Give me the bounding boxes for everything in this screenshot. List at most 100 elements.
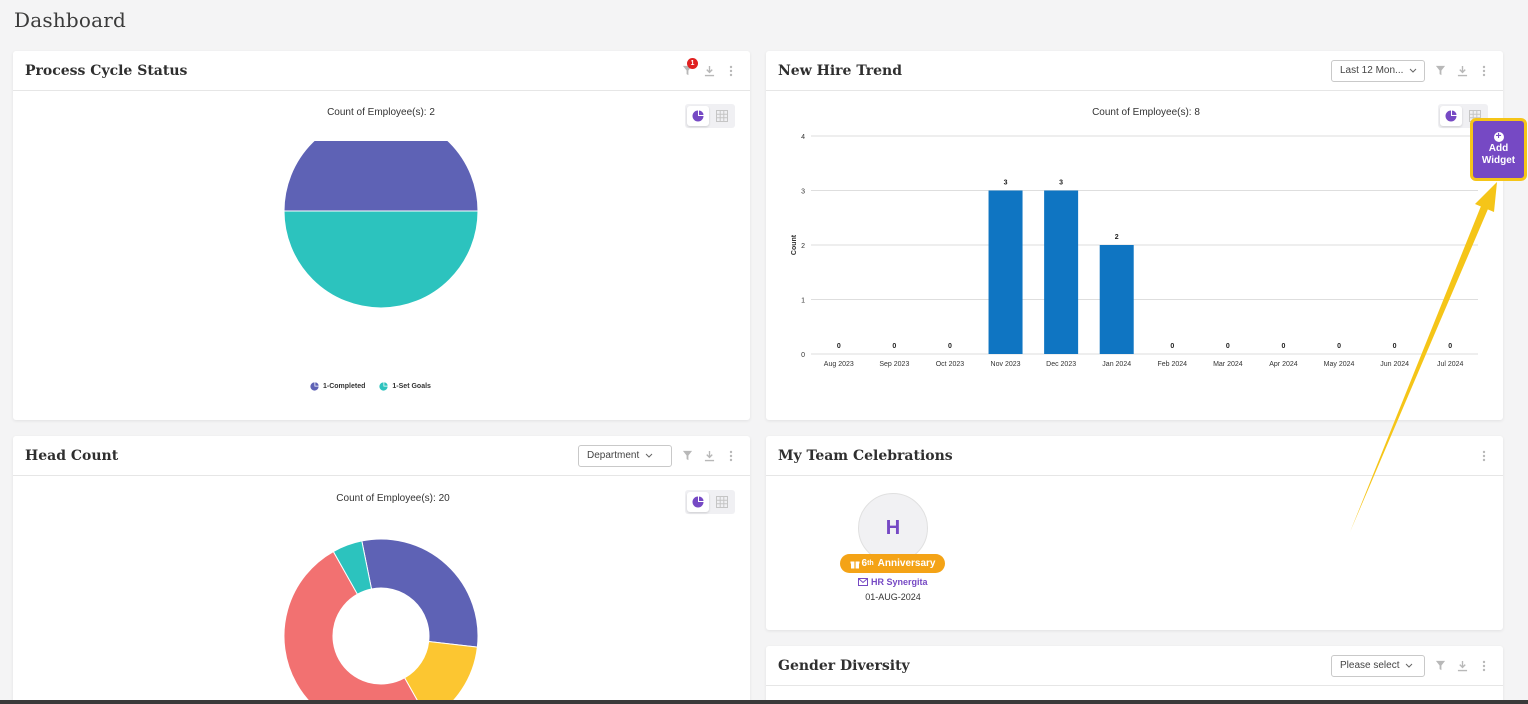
data-label: 0 <box>1282 343 1286 350</box>
chevron-down-icon <box>1410 68 1417 73</box>
pie-slice <box>283 210 479 309</box>
legend-label: 1-Set Goals <box>392 383 431 390</box>
data-label: 3 <box>1004 180 1008 187</box>
chevron-down-icon <box>645 453 653 458</box>
process-cycle-pie-chart <box>283 141 479 309</box>
card-title: New Hire Trend <box>778 62 902 79</box>
data-label: 0 <box>1448 343 1452 350</box>
data-label: 0 <box>1393 343 1397 350</box>
download-icon[interactable] <box>702 63 716 79</box>
x-tick-label: Sep 2023 <box>879 361 909 368</box>
pie-view-button[interactable] <box>1440 106 1462 126</box>
y-tick-label: 2 <box>801 243 805 250</box>
data-label: 0 <box>1170 343 1174 350</box>
legend-pie-icon <box>310 382 319 391</box>
x-tick-label: Apr 2024 <box>1269 361 1298 368</box>
person-name-link[interactable]: HR Synergita <box>826 577 960 587</box>
donut-slice <box>403 640 478 704</box>
data-label: 0 <box>1337 343 1341 350</box>
card-header: Gender Diversity Please select <box>766 646 1503 686</box>
chart-view-toggle <box>1438 104 1488 128</box>
more-options-icon[interactable] <box>1477 63 1491 79</box>
head-count-donut-chart <box>283 538 479 704</box>
pie-slice <box>283 141 479 212</box>
data-label: 2 <box>1115 234 1119 241</box>
more-options-icon[interactable] <box>1477 658 1491 674</box>
gender-select[interactable]: Please select <box>1331 654 1425 677</box>
count-label: Count of Employee(s): 2 <box>327 107 435 118</box>
y-axis-label: Count <box>791 234 798 255</box>
pie-view-button[interactable] <box>687 106 709 126</box>
table-view-button[interactable] <box>711 106 733 126</box>
card-header: Process Cycle Status 1 <box>13 51 750 91</box>
donut-slice <box>361 538 479 648</box>
more-options-icon[interactable] <box>724 448 738 464</box>
data-label: 0 <box>1226 343 1230 350</box>
chart-view-toggle <box>685 104 735 128</box>
legend-label: 1-Completed <box>323 383 366 390</box>
count-label: Count of Employee(s): 20 <box>336 493 450 504</box>
table-view-button[interactable] <box>711 492 733 512</box>
period-select-value: Last 12 Mon... <box>1340 65 1404 76</box>
chevron-down-icon <box>1406 663 1413 668</box>
card-title: Head Count <box>25 447 119 464</box>
chart-legend: 1-Completed 1-Set Goals <box>310 382 431 391</box>
donut-slice <box>283 550 420 704</box>
card-header: New Hire Trend Last 12 Mon... <box>766 51 1503 91</box>
x-tick-label: Mar 2024 <box>1213 361 1243 368</box>
y-tick-label: 4 <box>801 134 805 141</box>
x-tick-label: Nov 2023 <box>991 361 1021 368</box>
filter-icon[interactable] <box>1433 63 1447 79</box>
legend-item-completed[interactable]: 1-Completed <box>310 382 365 391</box>
head-count-card: Head Count Department Count of Employee(… <box>13 436 750 704</box>
x-tick-label: Jun 2024 <box>1380 361 1409 368</box>
filter-icon[interactable] <box>1433 658 1447 674</box>
y-tick-label: 1 <box>801 298 805 305</box>
download-icon[interactable] <box>702 448 716 464</box>
bar <box>1099 245 1134 354</box>
celebration-date: 01-AUG-2024 <box>865 592 921 602</box>
card-header: Head Count Department <box>13 436 750 476</box>
gift-icon <box>850 561 859 568</box>
group-by-select-value: Department <box>587 450 640 461</box>
bottom-bar <box>0 700 1528 704</box>
x-tick-label: Feb 2024 <box>1157 361 1187 368</box>
gender-diversity-card: Gender Diversity Please select <box>766 646 1503 704</box>
filter-icon[interactable] <box>680 448 694 464</box>
avatar[interactable]: H <box>858 493 928 563</box>
new-hire-trend-card: New Hire Trend Last 12 Mon... Count of E… <box>766 51 1503 420</box>
filter-badge: 1 <box>687 57 698 69</box>
donut-slice <box>332 540 373 595</box>
add-widget-button[interactable]: + Add Widget <box>1470 118 1527 181</box>
group-by-select[interactable]: Department <box>578 444 672 467</box>
add-widget-label: Add Widget <box>1481 143 1516 166</box>
card-header: My Team Celebrations <box>766 436 1503 476</box>
anniversary-label: Anniversary <box>877 558 936 569</box>
download-icon[interactable] <box>1455 63 1469 79</box>
x-tick-label: Oct 2023 <box>936 361 965 368</box>
more-options-icon[interactable] <box>1477 448 1491 464</box>
anniversary-suffix: th <box>867 560 874 567</box>
card-title: My Team Celebrations <box>778 447 953 464</box>
process-cycle-card: Process Cycle Status 1 Count of Employee… <box>13 51 750 420</box>
card-title: Gender Diversity <box>778 657 910 674</box>
mail-icon <box>858 578 869 586</box>
pie-view-button[interactable] <box>687 492 709 512</box>
new-hire-bar-chart: 0 1 2 3 4 Count 0 Aug 2023 0 Sep 2023 0 Oct 2023 3 No… <box>791 134 1478 368</box>
anniversary-number: 6 <box>861 558 868 569</box>
filter-icon[interactable]: 1 <box>680 57 698 79</box>
more-options-icon[interactable] <box>724 63 738 79</box>
x-tick-label: Aug 2023 <box>824 361 854 368</box>
period-select[interactable]: Last 12 Mon... <box>1331 59 1425 82</box>
chart-view-toggle <box>685 490 735 514</box>
count-label: Count of Employee(s): 8 <box>1092 107 1200 118</box>
plus-icon: + <box>1493 132 1504 142</box>
x-tick-label: Jul 2024 <box>1437 361 1464 368</box>
legend-item-set-goals[interactable]: 1-Set Goals <box>379 382 431 391</box>
bar <box>988 190 1023 354</box>
download-icon[interactable] <box>1455 658 1469 674</box>
data-label: 0 <box>837 343 841 350</box>
bar <box>1044 190 1079 354</box>
